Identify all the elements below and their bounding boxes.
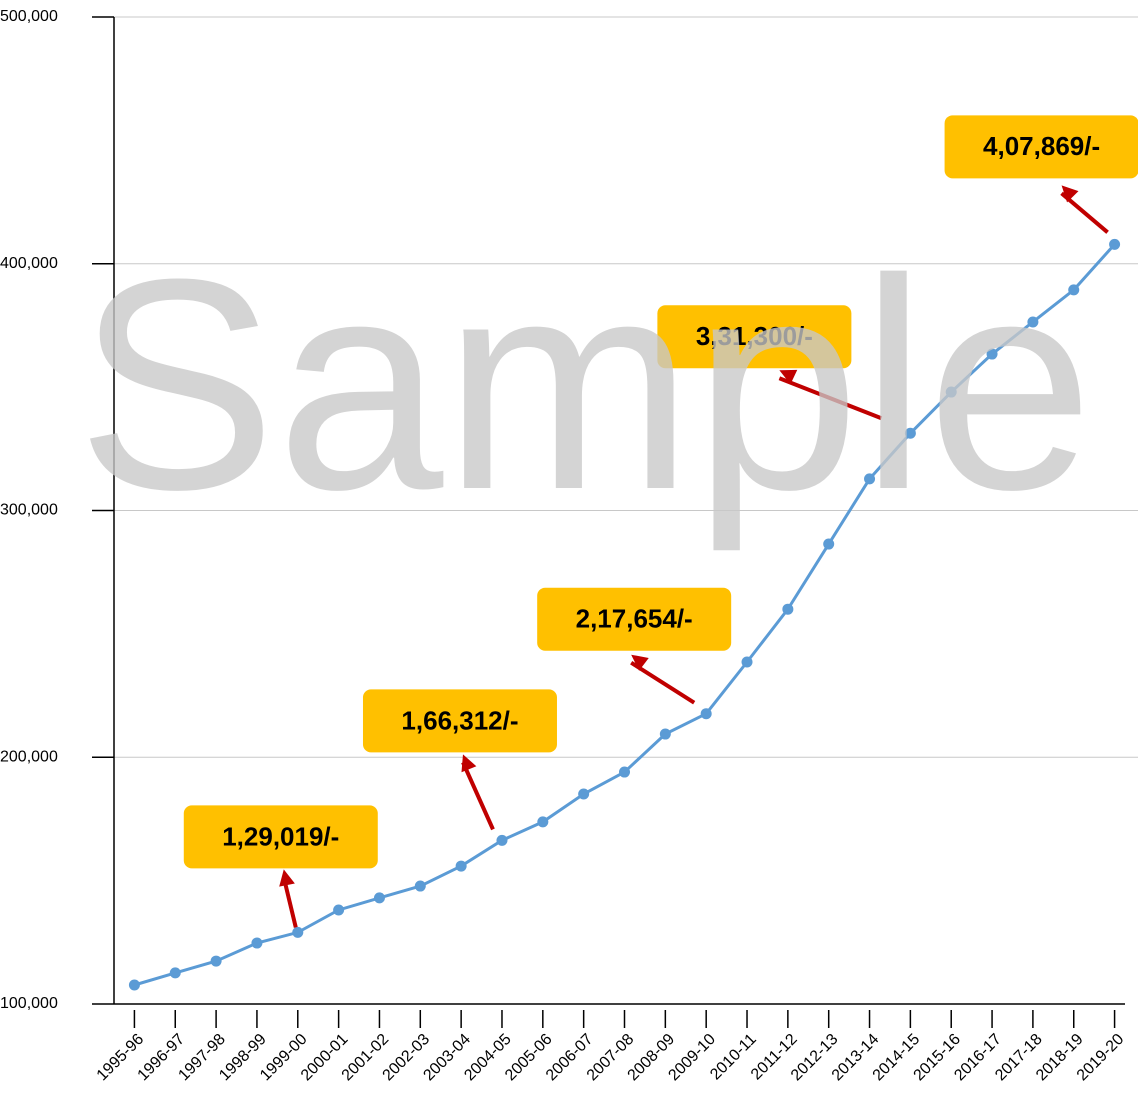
annotation-label: 1,66,312/- [401, 705, 518, 735]
point [782, 603, 794, 615]
annotation-arrowhead [779, 369, 798, 385]
annotation-arrowhead [461, 754, 477, 773]
point [945, 386, 957, 398]
annotation-label: 4,07,869/- [983, 131, 1100, 161]
point [251, 937, 263, 949]
annotation-box [657, 305, 852, 369]
watermark: Sample [76, 216, 1093, 554]
annotation-arrowhead [1061, 185, 1079, 203]
annotation-box [537, 587, 732, 651]
point [700, 708, 712, 720]
annotation-arrow [778, 376, 883, 421]
point [986, 348, 998, 360]
point [1068, 284, 1080, 296]
annotation-arrowhead [279, 869, 295, 887]
point [333, 904, 345, 916]
point [1027, 316, 1039, 328]
point [292, 926, 304, 938]
y-tick-label: 200,000 [0, 748, 58, 765]
point [741, 656, 753, 668]
y-tick-label: 100,000 [0, 995, 58, 1012]
point [169, 967, 181, 979]
point [659, 728, 671, 740]
point [864, 473, 876, 485]
point [455, 860, 467, 872]
annotation-arrowhead [631, 654, 649, 671]
point [619, 766, 630, 778]
annotation-box [944, 115, 1138, 179]
point [1109, 238, 1121, 250]
point [210, 955, 222, 967]
point [537, 816, 549, 828]
annotation-label: 2,17,654/- [576, 604, 693, 634]
point [578, 788, 590, 800]
annotation-box [183, 805, 378, 869]
annotation-arrow [461, 761, 495, 831]
point [823, 538, 835, 550]
annotation-box [362, 689, 557, 753]
y-tick-label: 300,000 [0, 502, 58, 519]
y-tick-label: 400,000 [0, 255, 58, 272]
annotation-arrow [630, 661, 696, 705]
y-tick-label: 500,000 [0, 8, 58, 25]
point [414, 880, 426, 892]
point [496, 834, 508, 846]
annotation-label: 3,31,300/- [696, 321, 813, 351]
annotation-arrow [281, 876, 298, 928]
point [904, 427, 916, 439]
point [373, 892, 385, 904]
point [128, 979, 140, 991]
annotation-label: 1,29,019/- [222, 821, 339, 851]
